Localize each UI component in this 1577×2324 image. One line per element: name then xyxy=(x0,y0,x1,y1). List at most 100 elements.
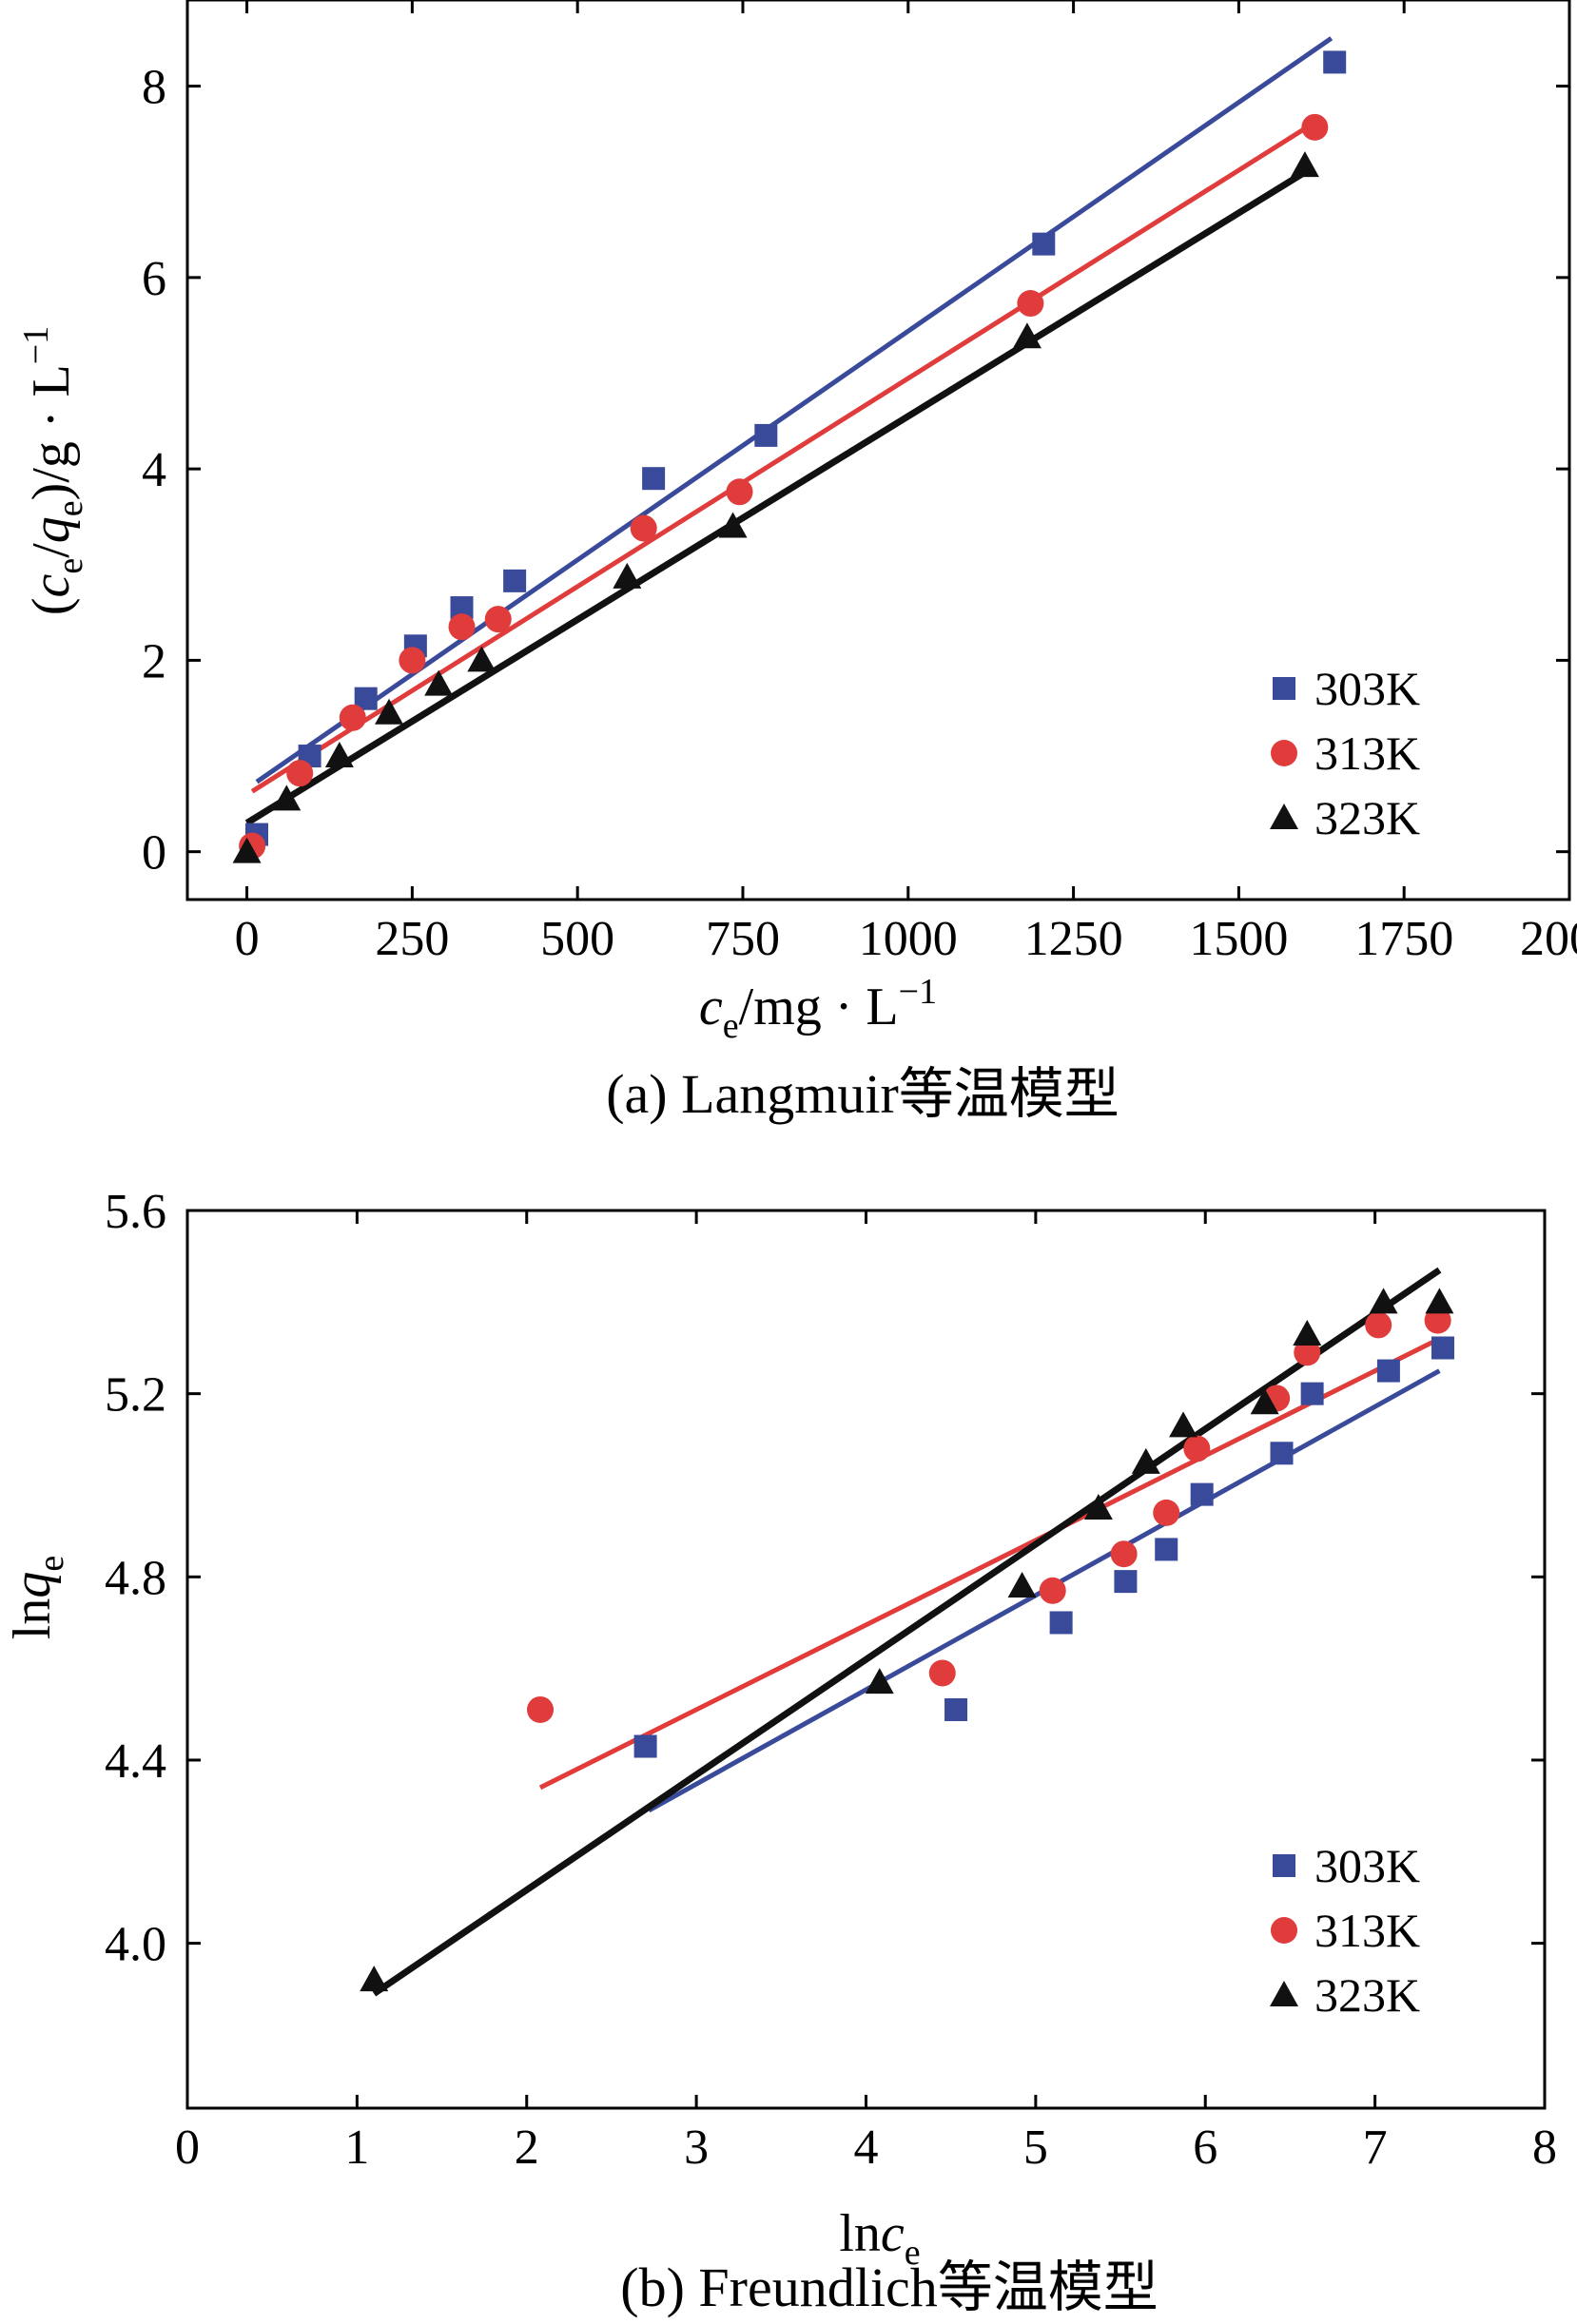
x-tick-label: 500 xyxy=(540,912,614,966)
data-point-323K xyxy=(718,512,748,538)
x-tick-label: 0 xyxy=(235,912,260,966)
data-point-313K xyxy=(286,760,314,787)
data-point-323K xyxy=(1169,1411,1198,1438)
data-point-313K xyxy=(527,1695,555,1723)
y-axis-label: lnqe xyxy=(3,1556,71,1639)
data-point-323K xyxy=(1012,322,1042,349)
y-tick-label: 4.8 xyxy=(105,1551,166,1605)
y-tick-label: 4.0 xyxy=(105,1918,166,1972)
fit-line-313K xyxy=(538,1336,1441,1791)
freundlich-caption: (b) Freundlich等温模型 xyxy=(620,2256,1158,2318)
data-point-313K xyxy=(1183,1435,1211,1462)
legend-marker-313K xyxy=(1271,740,1297,766)
x-tick-label: 7 xyxy=(1363,2121,1388,2175)
data-point-313K xyxy=(928,1659,956,1687)
y-axis-label: (ce/qe)/g · L−1 xyxy=(16,326,90,615)
legend-label-313K: 313K xyxy=(1314,1904,1420,1957)
legend-marker-323K xyxy=(1270,1981,1298,2006)
data-point-323K xyxy=(865,1668,894,1695)
data-point-323K xyxy=(232,837,262,863)
data-point-313K xyxy=(1110,1540,1138,1568)
data-point-303K xyxy=(1300,1382,1324,1405)
freundlich-panel: 0 1 2 3 4 5 6 7 8 4.0 4.4 4.8 5.2 5.6 303K 313K 323K ln… xyxy=(0,1170,1577,2324)
data-point-323K xyxy=(1369,1288,1398,1314)
legend-label-323K: 323K xyxy=(1314,1968,1420,2022)
x-tick-label: 6 xyxy=(1193,2121,1217,2175)
data-point-313K xyxy=(484,606,512,633)
x-tick-label: 1 xyxy=(344,2121,369,2175)
x-tick-label: 2 xyxy=(515,2121,539,2175)
data-point-303K xyxy=(642,467,666,491)
y-tick-label: 4 xyxy=(142,443,166,497)
fit-line-303K xyxy=(255,36,1334,784)
y-tick-label: 0 xyxy=(142,826,166,881)
data-point-323K xyxy=(1131,1447,1160,1474)
x-tick-label: 1250 xyxy=(1024,912,1123,966)
data-point-303K xyxy=(633,1734,657,1758)
data-point-313K xyxy=(1153,1499,1180,1526)
fit-line-323K xyxy=(372,1267,1442,1997)
legend-marker-303K xyxy=(1273,1854,1295,1877)
x-tick-label: 3 xyxy=(684,2121,709,2175)
x-tick-label: 4 xyxy=(854,2121,879,2175)
legend-label-303K: 303K xyxy=(1314,1839,1420,1892)
data-point-303K xyxy=(1114,1570,1138,1594)
data-point-303K xyxy=(1190,1482,1214,1506)
legend-marker-313K xyxy=(1271,1917,1297,1944)
y-tick-label: 5.6 xyxy=(105,1185,166,1239)
data-point-323K xyxy=(1083,1494,1113,1520)
x-tick-label: 1500 xyxy=(1189,912,1288,966)
y-tick-label: 2 xyxy=(142,634,166,688)
x-tick-label: 1750 xyxy=(1354,912,1453,966)
data-point-303K xyxy=(944,1697,968,1721)
data-point-303K xyxy=(503,569,527,592)
data-point-313K xyxy=(339,704,366,731)
data-point-303K xyxy=(1431,1336,1454,1360)
data-point-313K xyxy=(1365,1311,1392,1339)
legend-marker-303K xyxy=(1273,677,1295,700)
legend-marker-323K xyxy=(1270,804,1298,829)
langmuir-chart: 0 250 500 750 1000 1250 1500 1750 2000 0 2 4 6 8 303K… xyxy=(16,0,1577,1125)
data-point-313K xyxy=(1294,1339,1321,1366)
data-point-303K xyxy=(1323,50,1347,74)
data-point-323K xyxy=(1250,1388,1279,1415)
x-tick-label: 2000 xyxy=(1520,912,1577,966)
x-axis-label: ce/mg · L−1 xyxy=(699,972,937,1046)
data-point-303K xyxy=(754,423,778,447)
data-point-323K xyxy=(375,698,404,725)
x-tick-label: 8 xyxy=(1532,2121,1557,2175)
legend-label-303K: 303K xyxy=(1314,662,1420,715)
data-point-313K xyxy=(726,478,753,506)
data-point-303K xyxy=(1270,1442,1294,1465)
data-point-313K xyxy=(1424,1307,1451,1334)
data-point-313K xyxy=(1039,1577,1066,1604)
langmuir-caption: (a) Langmuir等温模型 xyxy=(606,1063,1119,1125)
data-point-313K xyxy=(630,514,657,542)
y-tick-label: 8 xyxy=(142,61,166,115)
data-point-323K xyxy=(1425,1288,1454,1314)
data-point-313K xyxy=(1017,290,1044,318)
data-point-323K xyxy=(1290,151,1319,178)
data-point-323K xyxy=(1007,1571,1037,1598)
legend-label-323K: 323K xyxy=(1314,791,1420,844)
data-point-323K xyxy=(613,562,642,589)
x-tick-label: 250 xyxy=(375,912,449,966)
plot-frame xyxy=(185,0,1571,901)
data-point-323K xyxy=(424,669,454,696)
x-axis-label: lnce xyxy=(839,2204,920,2273)
y-tick-label: 6 xyxy=(142,252,166,306)
x-tick-label: 5 xyxy=(1023,2121,1048,2175)
x-tick-label: 1000 xyxy=(859,912,958,966)
data-point-323K xyxy=(467,646,496,672)
data-point-323K xyxy=(1293,1320,1322,1346)
fit-line-323K xyxy=(244,169,1307,826)
data-point-303K xyxy=(1049,1611,1073,1635)
data-point-323K xyxy=(360,1966,389,1992)
data-point-313K xyxy=(399,647,426,674)
x-tick-label: 0 xyxy=(175,2121,200,2175)
fit-line-313K xyxy=(250,122,1314,794)
data-point-323K xyxy=(324,742,354,768)
y-tick-label: 5.2 xyxy=(105,1368,166,1423)
y-tick-label: 4.4 xyxy=(105,1734,166,1789)
data-point-313K xyxy=(448,613,476,641)
